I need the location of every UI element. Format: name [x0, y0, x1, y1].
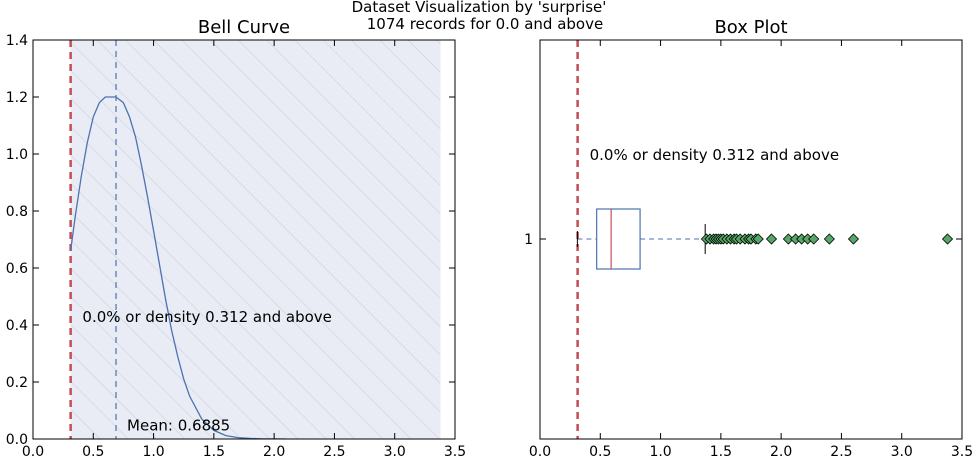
- x-tick-label: 3.0: [384, 444, 406, 460]
- x-tick-label: 2.5: [830, 444, 852, 460]
- y-tick-label: 0.8: [6, 204, 28, 220]
- y-tick-label: 1.4: [6, 33, 28, 49]
- box-iqr: [596, 208, 641, 270]
- y-tick-label: 0.6: [6, 261, 28, 277]
- x-tick-label: 0.5: [589, 444, 611, 460]
- x-tick-label: 1.5: [710, 444, 732, 460]
- bell-curve-threshold-label: 0.0% or density 0.312 and above: [82, 308, 331, 326]
- y-tick-label: 1: [524, 232, 533, 248]
- figure-title-line-2: 1074 records for 0.0 and above: [367, 15, 603, 33]
- y-tick-label: 0.0: [6, 432, 28, 448]
- box-plot-x-axis: 0.0 0.5 1.0 1.5 2.0 2.5 3.0 3.5: [529, 40, 973, 460]
- x-tick-label: 3.0: [891, 444, 913, 460]
- y-tick-label: 1.0: [6, 147, 28, 163]
- y-tick-label: 0.2: [6, 375, 28, 391]
- outlier-point: [941, 233, 954, 245]
- outlier-point: [808, 233, 820, 245]
- outlier-point: [752, 233, 764, 245]
- box-plot-threshold-label: 0.0% or density 0.312 and above: [590, 146, 839, 164]
- outlier-point: [782, 233, 794, 245]
- shaded-region-hatch: [70, 40, 441, 439]
- y-tick-label: 0.4: [6, 318, 28, 334]
- bell-curve-chart: Bell Curve 0.0% or density 0.312 and abo…: [6, 17, 466, 460]
- outlier-point: [765, 233, 778, 245]
- outlier-point: [823, 233, 835, 245]
- box-plot-box: [576, 208, 706, 270]
- bell-curve-mean-label: Mean: 0.6885: [127, 416, 230, 434]
- x-tick-label: 1.0: [649, 444, 671, 460]
- box-plot-chart: Box Plot 0.0% or density 0.312 and above…: [524, 17, 973, 460]
- figure-title-line-1: Dataset Visualization by 'surprise': [352, 0, 607, 16]
- x-tick-label: 0.0: [22, 444, 44, 460]
- bell-curve-x-axis: 0.0 0.5 1.0 1.5 2.0 2.5 3.0 3.5: [22, 40, 466, 460]
- outlier-point: [847, 233, 860, 245]
- y-tick-label: 1.2: [6, 90, 28, 106]
- box-plot-title: Box Plot: [714, 17, 787, 38]
- bell-curve-line: [69, 96, 287, 439]
- x-tick-label: 2.0: [770, 444, 792, 460]
- x-tick-label: 2.5: [323, 444, 345, 460]
- x-tick-label: 1.5: [203, 444, 225, 460]
- x-tick-label: 3.5: [444, 444, 466, 460]
- box-plot-outliers: [700, 233, 954, 245]
- bell-curve-reference-lines: [69, 40, 117, 439]
- bell-curve-title: Bell Curve: [198, 17, 290, 38]
- bell-curve-frame: [32, 39, 456, 440]
- box-plot-y-axis: 1: [524, 232, 962, 248]
- bell-curve-shaded-region: [70, 40, 441, 439]
- x-tick-label: 0.5: [82, 444, 104, 460]
- x-tick-label: 2.0: [263, 444, 285, 460]
- x-tick-label: 3.5: [951, 444, 973, 460]
- bell-curve-y-axis: 0.0 0.2 0.4 0.6 0.8 1.0 1.2 1.4: [6, 33, 455, 448]
- x-tick-label: 0.0: [529, 444, 551, 460]
- x-tick-label: 1.0: [142, 444, 164, 460]
